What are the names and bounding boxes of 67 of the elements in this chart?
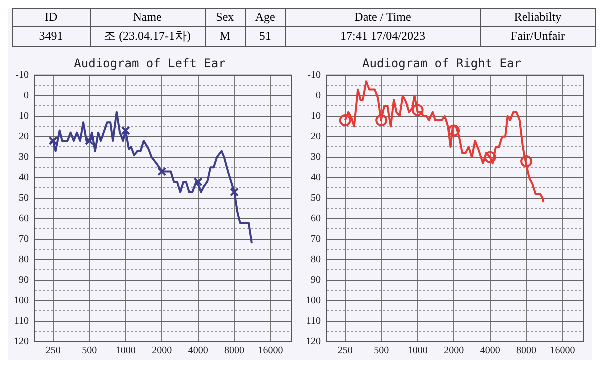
x-tick-label: 4000: [188, 346, 208, 357]
point: [158, 167, 167, 176]
x-tick-label: 16000: [258, 346, 284, 357]
x-tick-label: 500: [82, 346, 98, 357]
x-tick-label: 8000: [224, 346, 245, 357]
point: [376, 114, 388, 127]
category-label: Sex: [205, 8, 246, 26]
point: [121, 126, 130, 136]
x-tick-label: 16000: [550, 346, 576, 357]
point: [520, 156, 533, 168]
y-tick-label: 120: [306, 336, 321, 348]
point: [85, 136, 94, 146]
y-tick-label: 50: [19, 193, 29, 204]
y-tick-label: 20: [311, 132, 321, 143]
point: [194, 178, 203, 187]
x-tick-label: 2000: [152, 346, 172, 357]
y-tick-label: -10: [16, 70, 29, 82]
x-tick-label: 1000: [408, 346, 428, 357]
y-tick-label: 40: [19, 172, 29, 184]
y-tick-label: 100: [14, 296, 29, 307]
y-tick-label: 30: [311, 152, 321, 164]
y-tick-label: 110: [14, 316, 29, 328]
y-tick-label: 30: [19, 152, 29, 164]
point: [230, 188, 240, 197]
text: M: [205, 26, 246, 46]
y-tick-label: 70: [19, 234, 29, 246]
point: [484, 151, 496, 164]
text: Fair/Unfair: [480, 26, 596, 46]
x-tick-label: 4000: [480, 346, 500, 357]
y-tick-label: 70: [311, 234, 321, 246]
y-tick-label: -10: [308, 70, 321, 82]
y-tick-label: 10: [311, 111, 321, 122]
chart-title: Audiogram of Left Ear: [74, 56, 226, 70]
category-label: Date / Time: [286, 8, 481, 26]
y-tick-label: 110: [306, 316, 321, 328]
y-tick-label: 90: [311, 275, 321, 286]
text: 3491: [12, 26, 90, 46]
text: 17:41 17/04/2023: [286, 26, 481, 46]
y-tick-label: 0: [24, 90, 29, 102]
point: [339, 114, 352, 127]
x-tick-label: 1000: [116, 346, 136, 357]
category-label: Name: [90, 8, 206, 26]
y-tick-label: 50: [311, 193, 321, 204]
x-tick-label: 500: [374, 346, 390, 357]
y-tick-label: 80: [311, 254, 321, 266]
chart-title: Audiogram of Right Ear: [362, 56, 522, 70]
category-label: ID: [12, 8, 90, 26]
y-tick-label: 60: [311, 214, 321, 225]
y-tick-label: 100: [306, 296, 321, 307]
y-tick-label: 80: [19, 254, 29, 266]
point: [412, 104, 424, 116]
point: [448, 124, 460, 137]
category-label: Age: [245, 8, 286, 26]
y-tick-label: 90: [19, 275, 29, 286]
category-label: Reliabilty: [480, 8, 596, 26]
y-tick-label: 60: [19, 214, 29, 225]
x-tick-label: 250: [46, 346, 61, 357]
y-tick-label: 10: [19, 111, 29, 122]
y-tick-label: 120: [14, 336, 29, 348]
text: 51: [245, 26, 286, 46]
text: 조 (23.04.17-1차): [90, 26, 206, 46]
x-tick-label: 8000: [516, 346, 537, 357]
x-tick-label: 250: [338, 346, 353, 357]
x-tick-label: 2000: [444, 346, 464, 357]
y-tick-label: 40: [311, 172, 321, 184]
y-tick-label: 20: [19, 132, 29, 143]
y-tick-label: 0: [316, 90, 321, 102]
